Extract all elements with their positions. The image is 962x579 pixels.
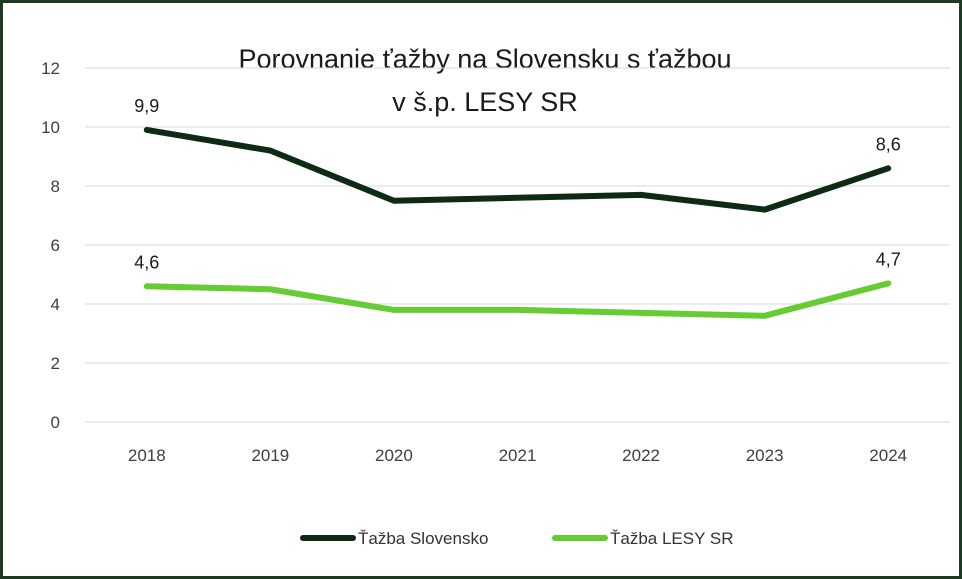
gridlines: [85, 67, 950, 423]
chart-title-line1: Porovnanie ťažby na Slovensku s ťažbou: [238, 44, 731, 74]
series-line-1: [143, 280, 892, 319]
data-labels: 9,9 8,6 4,6 4,7: [134, 96, 900, 272]
x-tick-label: 2024: [869, 446, 907, 465]
x-tick-label: 2021: [499, 446, 537, 465]
x-axis-ticks: 2018 2019 2020 2021 2022 2023 2024: [128, 446, 907, 465]
legend-label: Ťažba LESY SR: [610, 529, 733, 548]
y-tick-label: 0: [51, 413, 60, 432]
x-tick-label: 2019: [251, 446, 289, 465]
legend-label: Ťažba Slovensko: [358, 529, 488, 548]
y-tick-label: 12: [41, 59, 60, 78]
chart-title-line2: v š.p. LESY SR: [392, 87, 578, 117]
x-tick-label: 2018: [128, 446, 166, 465]
x-tick-label: 2023: [746, 446, 784, 465]
y-tick-label: 8: [51, 177, 60, 196]
x-tick-label: 2022: [622, 446, 660, 465]
legend: Ťažba Slovensko Ťažba LESY SR: [300, 529, 733, 548]
y-tick-label: 2: [51, 354, 60, 373]
series-line-0: [143, 126, 892, 213]
y-tick-label: 4: [51, 295, 60, 314]
series-lines: [143, 126, 892, 319]
data-label: 9,9: [134, 96, 159, 116]
y-tick-label: 10: [41, 118, 60, 137]
y-tick-label: 6: [51, 236, 60, 255]
y-axis-ticks: 0 2 4 6 8 10 12: [41, 59, 60, 432]
data-label: 8,6: [876, 134, 901, 154]
x-tick-label: 2020: [375, 446, 413, 465]
data-label: 4,6: [134, 252, 159, 272]
data-label: 4,7: [876, 249, 901, 269]
